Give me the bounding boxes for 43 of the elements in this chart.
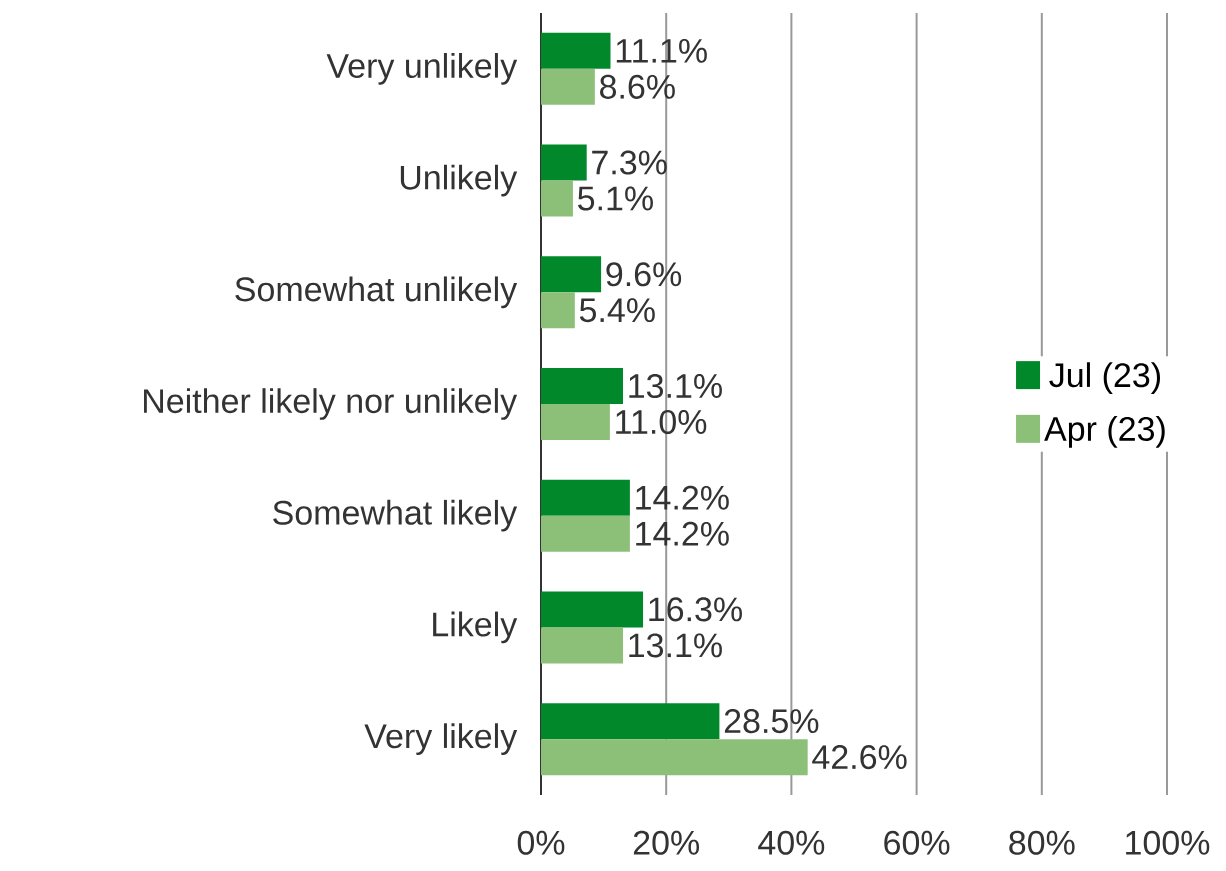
- data-label: 14.2%: [636, 485, 729, 510]
- data-label: 11.0%: [616, 409, 707, 435]
- bar: [541, 703, 720, 740]
- data-label: 9.6%: [606, 262, 682, 287]
- x-tick-label: 0%: [517, 830, 565, 855]
- bar: [541, 479, 630, 516]
- y-tick-label: Likely: [433, 611, 518, 644]
- bar: [541, 32, 611, 69]
- legend-label: Jul (23): [1049, 362, 1160, 394]
- y-tick-label: Somewhat likely: [273, 499, 518, 532]
- data-label: 16.3%: [649, 597, 742, 622]
- legend-label: Apr (23): [1044, 416, 1165, 448]
- data-label: 42.6%: [812, 745, 907, 770]
- bar: [541, 144, 587, 181]
- y-tick-label: Very unlikely: [326, 53, 518, 85]
- data-label: 13.1%: [629, 373, 722, 399]
- x-tick-label: 100%: [1126, 830, 1210, 855]
- x-tick-label: 80%: [1009, 830, 1075, 855]
- bar: [541, 367, 624, 404]
- y-tick-label: Very likely: [364, 723, 518, 755]
- x-tick-label: 60%: [884, 830, 950, 855]
- bar: [541, 292, 575, 329]
- x-tick-label: 40%: [758, 830, 825, 855]
- bar: [541, 515, 630, 552]
- data-label: 13.1%: [629, 633, 722, 658]
- y-tick-label: Somewhat unlikely: [235, 276, 518, 309]
- y-tick-label: Neither likely nor unlikely: [144, 388, 518, 420]
- data-label: 28.5%: [724, 709, 819, 734]
- data-label: 11.1%: [616, 38, 707, 63]
- bar: [541, 256, 602, 293]
- bar: [541, 68, 595, 105]
- data-label: 5.1%: [578, 186, 653, 211]
- y-tick-label: Unlikely: [400, 164, 518, 197]
- bar: [541, 403, 610, 440]
- bar: [541, 180, 573, 217]
- data-label: 7.3%: [592, 150, 667, 175]
- bar: [541, 591, 644, 628]
- data-label: 5.4%: [579, 298, 655, 323]
- x-tick-label: 20%: [633, 830, 699, 855]
- bar: [541, 739, 808, 776]
- bar: [541, 627, 624, 664]
- data-label: 14.2%: [636, 521, 729, 546]
- data-label: 8.6%: [600, 74, 675, 99]
